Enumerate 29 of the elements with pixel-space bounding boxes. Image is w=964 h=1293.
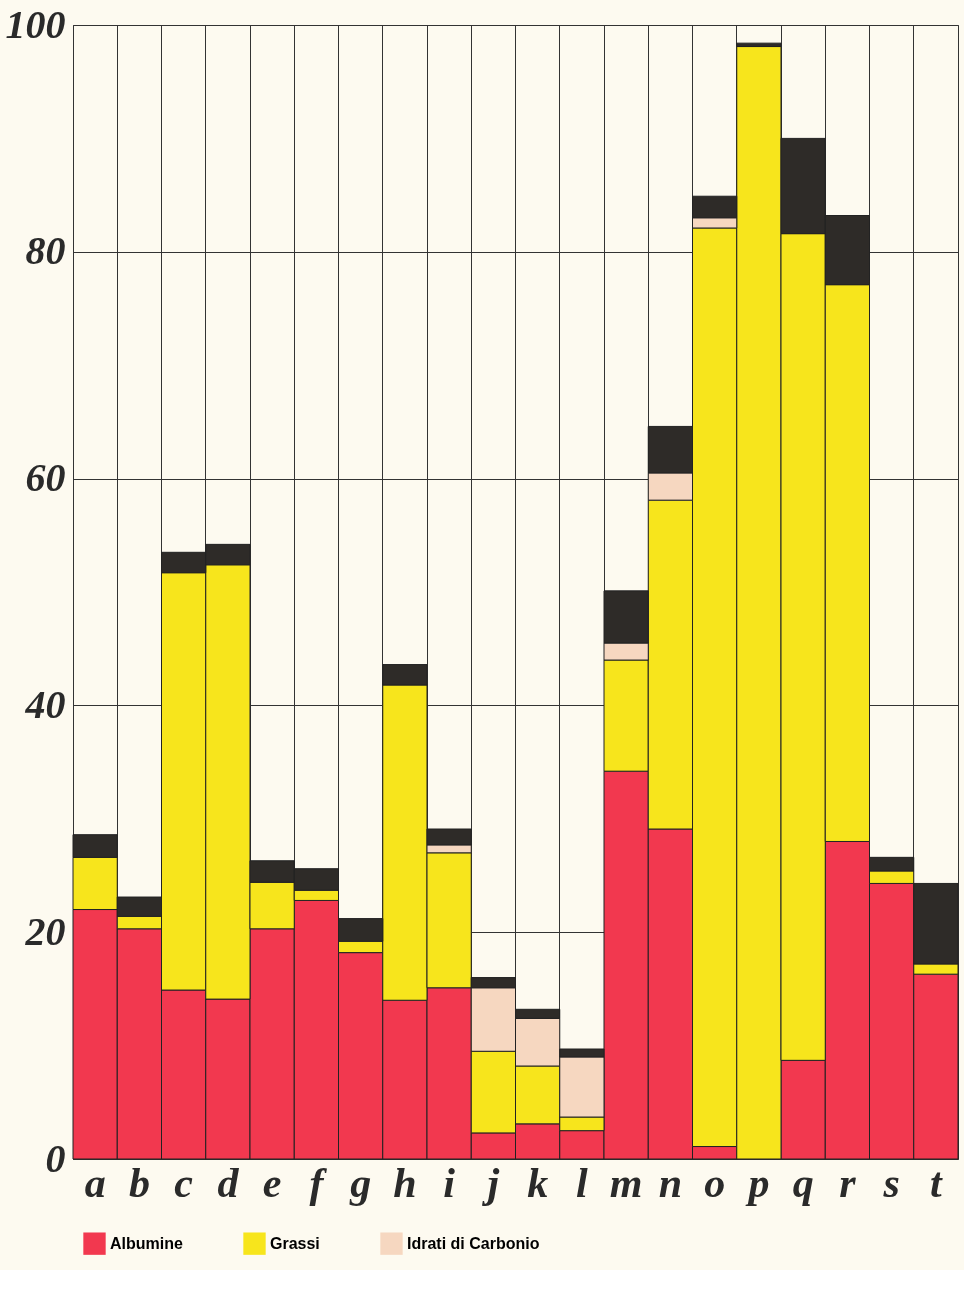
legend-label: Albumine: [110, 1234, 183, 1252]
x-tick-label: a: [84, 1159, 106, 1206]
x-tick-label: m: [609, 1159, 643, 1206]
y-tick-label: 100: [5, 1, 66, 47]
x-tick-label: f: [309, 1159, 328, 1206]
x-tick-label: b: [128, 1159, 150, 1206]
y-tick-label: 40: [24, 681, 66, 727]
y-tick-label: 20: [24, 908, 66, 954]
y-tick-label: 0: [45, 1135, 66, 1181]
y-tick-label: 80: [25, 228, 66, 274]
x-tick-label: s: [882, 1159, 900, 1206]
x-tick-label: p: [745, 1159, 770, 1206]
x-tick-label: n: [658, 1159, 683, 1206]
legend-label: Grassi: [270, 1234, 320, 1252]
x-tick-label: k: [527, 1159, 549, 1206]
x-tick-label: e: [262, 1159, 282, 1206]
x-tick-label: g: [349, 1159, 372, 1206]
x-tick-label: t: [930, 1159, 944, 1206]
x-tick-label: o: [704, 1159, 726, 1206]
x-tick-label: c: [174, 1159, 194, 1206]
x-tick-label: j: [481, 1159, 500, 1206]
x-tick-label: r: [839, 1159, 857, 1206]
legend-label: Idrati di Carbonio: [407, 1234, 540, 1252]
x-tick-label: d: [217, 1159, 240, 1206]
x-tick-label: h: [393, 1159, 417, 1206]
x-tick-label: q: [792, 1159, 814, 1206]
x-tick-label: i: [443, 1159, 456, 1206]
x-tick-label: l: [576, 1159, 589, 1206]
y-tick-label: 60: [25, 455, 66, 501]
